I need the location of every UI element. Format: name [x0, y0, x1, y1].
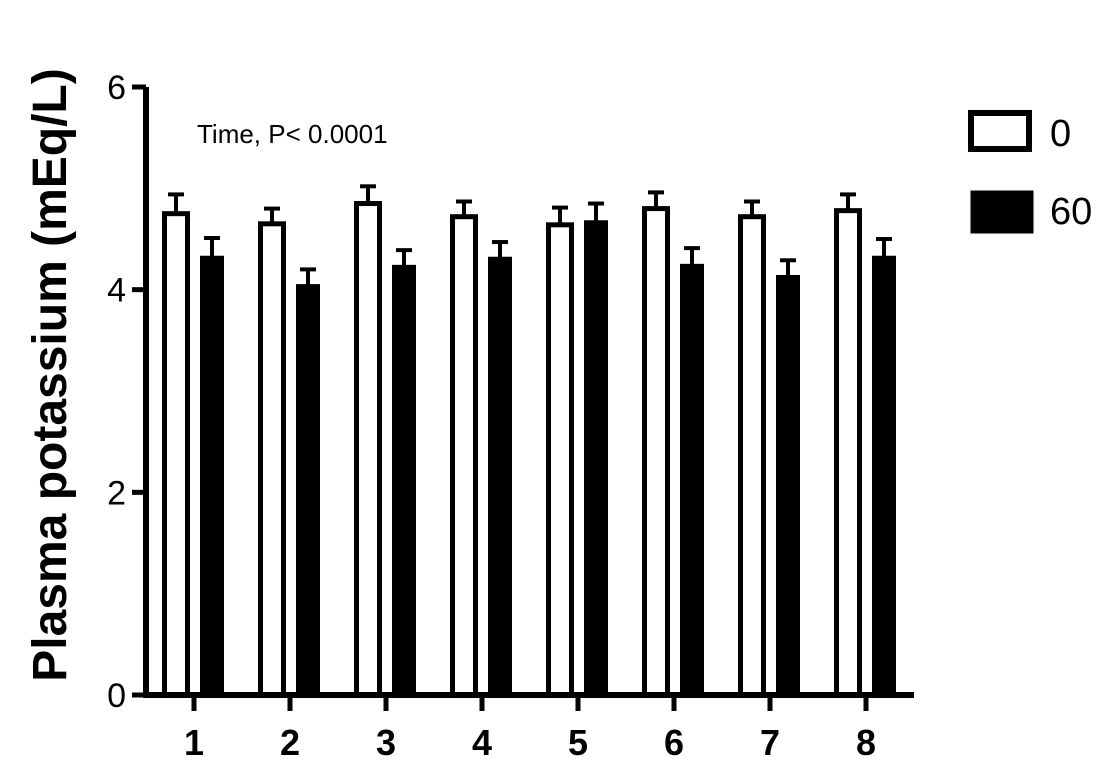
bar-series-0-cat-7	[738, 214, 766, 698]
y-tick-label: 2	[107, 474, 126, 512]
y-tick-label: 4	[107, 272, 126, 310]
plot-area	[162, 184, 896, 698]
bar-series-0-cat-4	[450, 214, 478, 698]
x-tick-label: 7	[760, 722, 780, 763]
x-tick-label: 1	[184, 722, 204, 763]
x-tick-label: 6	[664, 722, 684, 763]
x-tick-label: 2	[280, 722, 300, 763]
bar-series-60-cat-4	[488, 256, 512, 696]
legend-label-0: 0	[1050, 113, 1071, 155]
bar-series-60-cat-1	[200, 255, 224, 696]
bar-series-60-cat-2	[296, 284, 320, 696]
legend: 0 60	[968, 110, 1092, 234]
y-axis: 0 2 4 6	[107, 69, 149, 715]
bar-series-0-cat-6	[642, 206, 670, 698]
bar-series-60-cat-8	[872, 255, 896, 696]
bar-series-0-cat-1	[162, 211, 190, 698]
bar-series-0-cat-8	[834, 208, 862, 698]
y-tick-label: 0	[107, 677, 126, 715]
bar-series-0-cat-2	[258, 221, 286, 698]
legend-swatch-60	[970, 190, 1034, 234]
x-axis: 1 2 3 4 5 6 7 8	[143, 692, 914, 763]
x-tick-label: 5	[568, 722, 588, 763]
bar-series-0-cat-3	[354, 201, 382, 698]
annotation-time-p: Time, P< 0.0001	[197, 119, 388, 149]
bar-series-60-cat-6	[680, 263, 704, 696]
y-axis-label: Plasma potassium (mEq/L)	[24, 68, 77, 681]
x-tick-label: 8	[856, 722, 876, 763]
legend-swatch-0	[968, 110, 1032, 152]
bar-series-60-cat-3	[392, 264, 416, 696]
bar-series-60-cat-5	[584, 220, 608, 696]
legend-label-60: 60	[1050, 191, 1092, 233]
y-tick-label: 6	[107, 69, 126, 107]
bar-series-0-cat-5	[546, 222, 574, 698]
bar-series-60-cat-7	[776, 274, 800, 696]
x-tick-label: 3	[376, 722, 396, 763]
x-tick-label: 4	[472, 722, 492, 763]
